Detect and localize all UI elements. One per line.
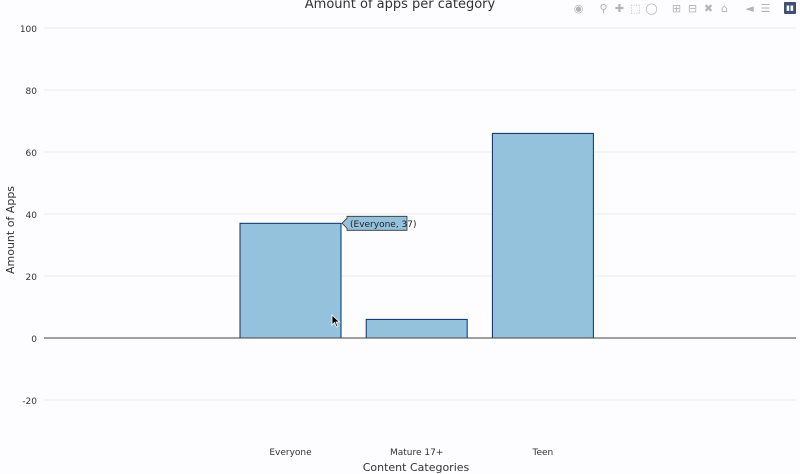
y-tick-label: -20: [22, 397, 37, 407]
autoscale-icon[interactable]: ✖: [703, 1, 714, 15]
zoom-in-icon[interactable]: ⊞: [671, 1, 682, 15]
x-axis-label: Content Categories: [363, 461, 470, 474]
pan-icon[interactable]: ✚: [614, 1, 625, 15]
zoom-icon[interactable]: ⚲: [599, 1, 608, 15]
hover-closest-icon[interactable]: ◄: [745, 1, 754, 15]
bar-mature-17-[interactable]: [365, 318, 468, 339]
plotly-logo-icon[interactable]: ▮▮: [784, 2, 796, 14]
reset-axes-icon[interactable]: ⌂: [721, 1, 728, 15]
y-tick-label: 100: [20, 25, 37, 35]
y-tick-label: 40: [26, 211, 38, 221]
modebar: ◉ ⚲ ✚ ⬚ ◯ ⊞ ⊟ ✖ ⌂ ◄ ☰ ▮▮: [572, 1, 796, 15]
lasso-icon[interactable]: ◯: [645, 1, 658, 15]
x-tick-label: Teen: [532, 448, 554, 458]
tooltip-text: (Everyone, 37): [350, 220, 417, 230]
y-axis-label: Amount of Apps: [4, 186, 17, 274]
y-tick-label: 0: [31, 335, 37, 345]
mouse-cursor-icon: [331, 314, 341, 328]
y-tick-label: 20: [26, 273, 38, 283]
y-tick-label: 80: [26, 87, 38, 97]
bar-everyone[interactable]: [239, 222, 342, 339]
hover-compare-icon[interactable]: ☰: [760, 1, 771, 15]
x-tick-labels: Everyone Mature 17+ Teen: [269, 448, 553, 458]
y-tick-label: 60: [26, 149, 38, 159]
bars: [239, 132, 594, 339]
zoom-out-icon[interactable]: ⊟: [687, 1, 698, 15]
chart-title: Amount of apps per category: [305, 0, 496, 12]
hover-tooltip: (Everyone, 37): [341, 215, 417, 231]
tooltip-box: [341, 215, 408, 231]
x-tick-label: Everyone: [269, 448, 312, 458]
y-tick-labels: -20 0 20 40 60 80 100: [20, 25, 37, 407]
bar-teen[interactable]: [491, 132, 594, 339]
x-tick-label: Mature 17+: [390, 448, 443, 458]
gridlines: [44, 27, 796, 401]
camera-icon[interactable]: ◉: [573, 1, 584, 15]
box-select-icon[interactable]: ⬚: [630, 1, 641, 15]
